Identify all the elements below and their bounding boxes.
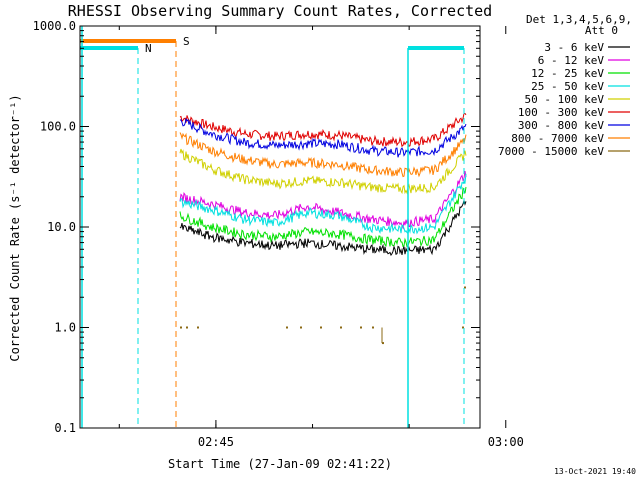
series-7000-15000-point: [340, 326, 342, 329]
legend-entry-label: 25 - 50 keV: [531, 80, 604, 93]
legend-entry-label: 6 - 12 keV: [538, 54, 605, 67]
series-line: [179, 117, 467, 158]
series-7000-15000-point: [462, 326, 464, 329]
legend-subheader: Att 0: [585, 24, 618, 37]
series-7000-15000-point: [360, 326, 362, 329]
series-line: [179, 132, 467, 178]
series-line: [179, 148, 467, 195]
legend-entry-label: 800 - 7000 keV: [511, 132, 604, 145]
generated-timestamp: 13-Oct-2021 19:40: [554, 467, 636, 476]
legend-header: Det 1,3,4,5,6,9,: [526, 13, 632, 26]
series-7000-15000-point: [186, 326, 188, 329]
legend-entry-label: 100 - 300 keV: [518, 106, 604, 119]
series-7000-15000-point: [464, 286, 466, 289]
x-tick-label: 03:00: [488, 435, 524, 449]
flag-s-label: S: [183, 35, 190, 48]
y-tick-label: 1.0: [54, 321, 76, 335]
plot-frame: [79, 25, 481, 429]
y-tick-label: 100.0: [40, 120, 76, 134]
series-7000-15000-point: [286, 326, 288, 329]
series-7000-15000-point: [180, 326, 182, 329]
series-line: [179, 198, 467, 257]
legend-entry-label: 50 - 100 keV: [525, 93, 605, 106]
x-tick-label: 02:45: [198, 435, 234, 449]
series-7000-15000-point: [372, 326, 374, 329]
x-axis-label: Start Time (27-Jan-09 02:41:22): [168, 457, 392, 471]
series-7000-15000-point: [320, 326, 322, 329]
series-7000-15000-point: [382, 342, 384, 345]
series-7000-15000-point: [197, 326, 199, 329]
series-line: [179, 171, 467, 230]
series-line: [179, 173, 467, 235]
y-tick-label: 0.1: [54, 421, 76, 435]
series-line: [179, 186, 467, 248]
legend-entry-label: 3 - 6 keV: [544, 41, 604, 54]
legend-entry-label: 12 - 25 keV: [531, 67, 604, 80]
chart-title: RHESSI Observing Summary Count Rates, Co…: [68, 2, 492, 20]
y-tick-label: 1000.0: [33, 19, 76, 33]
series-7000-15000-point: [300, 326, 302, 329]
flag-n-label: N: [145, 42, 152, 55]
legend-entry-label: 300 - 800 keV: [518, 119, 604, 132]
y-tick-label: 10.0: [47, 220, 76, 234]
series-line: [179, 113, 467, 148]
y-axis-label: Corrected Count Rate (s⁻¹ detector⁻¹): [8, 94, 22, 361]
legend-entry-label: 7000 - 15000 keV: [498, 145, 604, 158]
